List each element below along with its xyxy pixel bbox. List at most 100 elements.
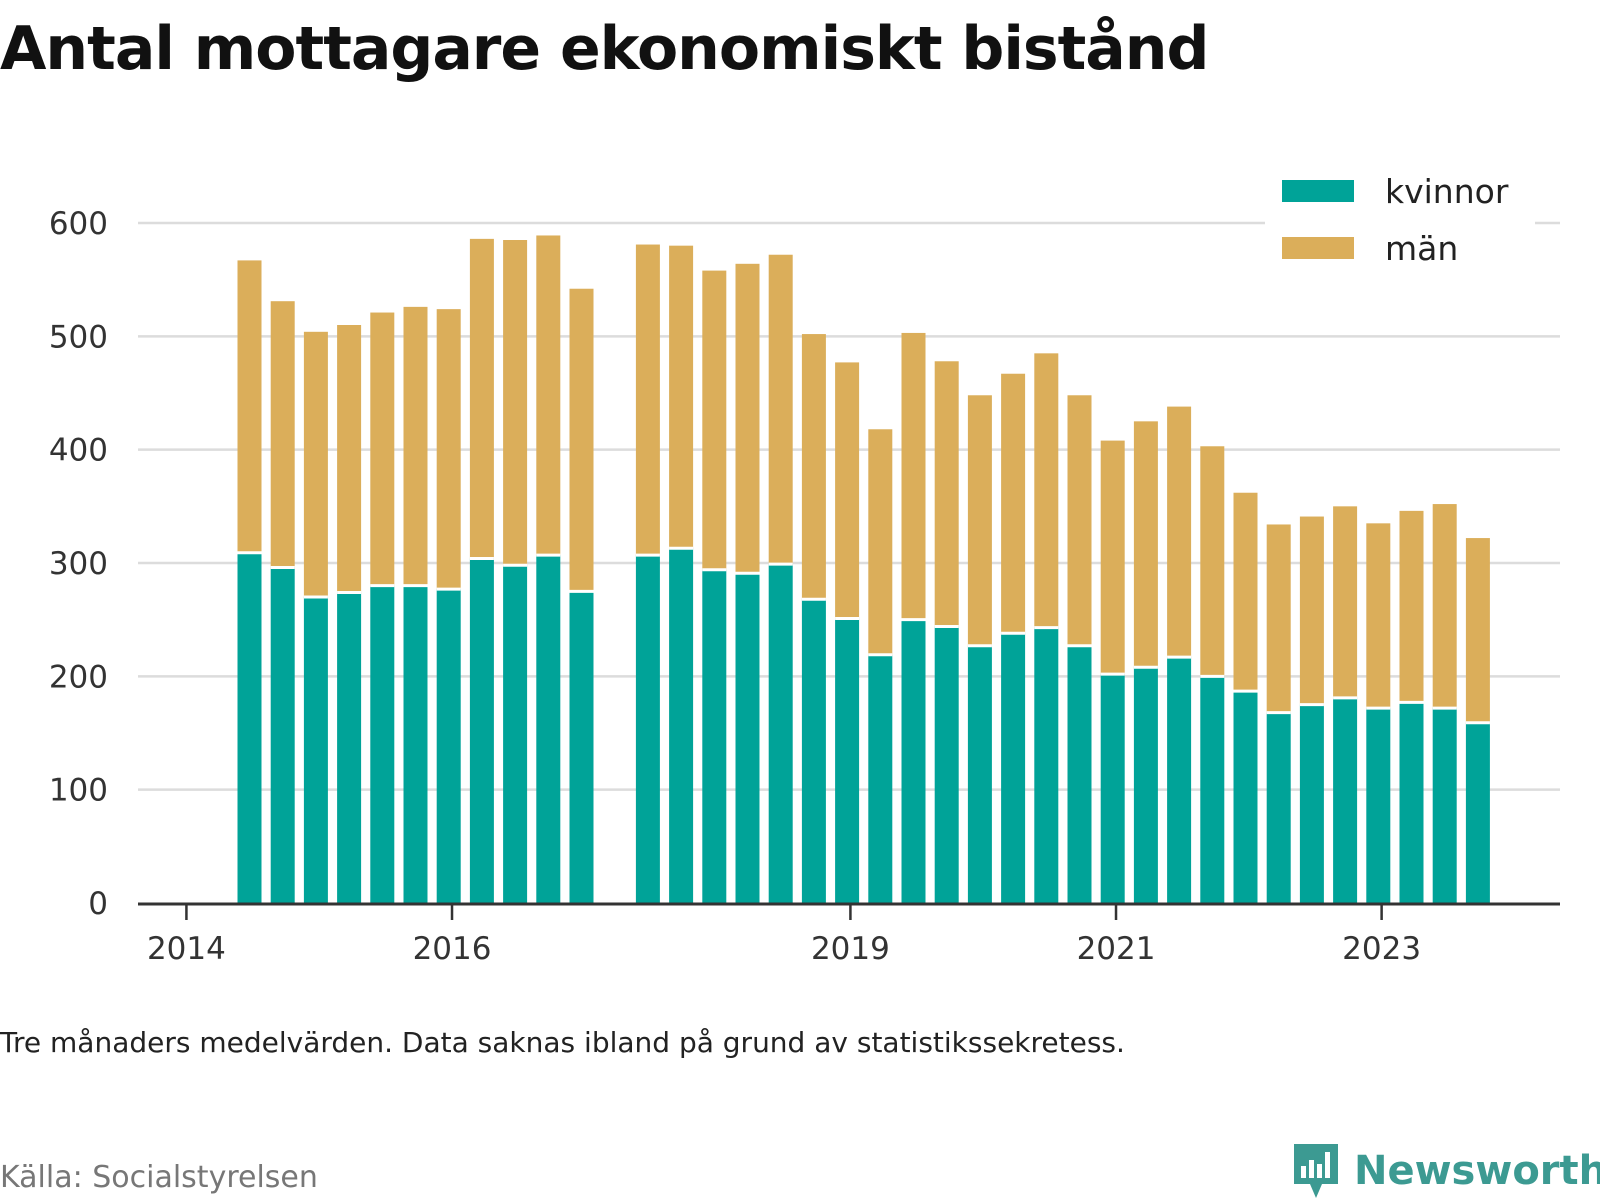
bar-kvinnor — [1432, 708, 1457, 903]
bar-kvinnor — [967, 645, 992, 903]
bar-man — [1465, 538, 1490, 723]
bar-kvinnor — [569, 591, 594, 903]
brand-logo: Newsworthy — [1290, 1140, 1600, 1202]
y-tick-label: 300 — [49, 546, 108, 582]
bar-kvinnor — [536, 555, 561, 903]
chart-title: Antal mottagare ekonomiskt bistånd — [0, 14, 1209, 84]
bar-man — [569, 288, 594, 592]
bar-kvinnor — [702, 569, 727, 903]
bar-man — [237, 260, 262, 553]
bar-man — [1266, 524, 1291, 713]
bar-man — [669, 245, 694, 549]
bar-kvinnor — [1233, 691, 1258, 903]
bar-man — [1299, 516, 1324, 705]
brand-name: Newsworthy — [1354, 1148, 1600, 1194]
bar-man — [1001, 373, 1026, 634]
bar-kvinnor — [503, 565, 528, 903]
bar-kvinnor — [1001, 633, 1026, 903]
source-credit: Källa: Socialstyrelsen — [0, 1160, 318, 1195]
bar-man — [702, 270, 727, 570]
bar-man — [403, 306, 428, 586]
bar-kvinnor — [1399, 702, 1424, 903]
bar-kvinnor — [436, 589, 461, 903]
bar-kvinnor — [403, 585, 428, 903]
x-tick-label: 2019 — [811, 931, 890, 967]
bar-kvinnor — [370, 585, 395, 903]
bar-man — [436, 309, 461, 590]
bar-kvinnor — [635, 555, 660, 903]
footnote: Tre månaders medelvärden. Data saknas ib… — [0, 1026, 1125, 1059]
chart-speech-bubble-icon — [1294, 1144, 1338, 1198]
bar-man — [270, 301, 295, 568]
bar-man — [1167, 406, 1192, 658]
bar-man — [1233, 492, 1258, 692]
bar-man — [1067, 395, 1092, 646]
bar-kvinnor — [835, 618, 860, 903]
bar-man — [1034, 353, 1059, 628]
bar-kvinnor — [469, 558, 494, 903]
bar-kvinnor — [1100, 674, 1125, 903]
bar-man — [1399, 510, 1424, 703]
bar-man — [1200, 446, 1225, 677]
bar-kvinnor — [768, 564, 793, 903]
bar-kvinnor — [1067, 645, 1092, 903]
bar-man — [1333, 506, 1358, 698]
legend: kvinnor män — [1265, 172, 1535, 280]
bar-kvinnor — [868, 654, 893, 903]
x-tick-label: 2023 — [1342, 931, 1421, 967]
y-axis-labels: 0 100 200 300 400 500 600 — [49, 206, 108, 922]
bar-kvinnor — [735, 573, 760, 903]
y-tick-label: 100 — [49, 773, 108, 809]
bar-man — [967, 395, 992, 646]
bar-kvinnor — [934, 626, 959, 903]
bar-man — [503, 240, 528, 566]
bar-man — [901, 332, 926, 620]
bar-man — [469, 238, 494, 559]
bar-man — [1366, 523, 1391, 709]
bar-kvinnor — [1266, 712, 1291, 903]
stacked-bar-chart: 0 100 200 300 400 500 600 2014 2016 2019 2021 2023… — [49, 172, 1560, 967]
bar-kvinnor — [1366, 708, 1391, 903]
bar-kvinnor — [669, 548, 694, 903]
y-tick-label: 200 — [49, 659, 108, 695]
bar-man — [1100, 440, 1125, 675]
bar-man — [303, 331, 328, 597]
bar-man — [536, 235, 561, 556]
x-tick-label: 2014 — [147, 931, 226, 967]
legend-swatch — [1282, 180, 1354, 202]
bar-man — [370, 312, 395, 586]
bar-man — [635, 244, 660, 556]
bar-kvinnor — [270, 567, 295, 903]
bar-kvinnor — [1333, 697, 1358, 903]
x-axis: 2014 2016 2019 2021 2023 — [138, 902, 1560, 967]
bar-man — [337, 325, 362, 593]
bar-man — [768, 254, 793, 565]
bar-kvinnor — [1299, 704, 1324, 903]
bar-man — [868, 429, 893, 655]
legend-label: kvinnor — [1385, 172, 1509, 211]
y-tick-label: 0 — [88, 886, 108, 922]
bar-kvinnor — [801, 599, 826, 903]
bar-kvinnor — [901, 619, 926, 903]
legend-label: män — [1385, 229, 1458, 268]
bar-man — [1432, 504, 1457, 709]
bar-kvinnor — [1200, 676, 1225, 903]
bar-man — [735, 263, 760, 574]
y-tick-label: 600 — [49, 206, 108, 242]
y-tick-label: 500 — [49, 319, 108, 355]
legend-swatch — [1282, 237, 1354, 259]
bar-kvinnor — [1034, 627, 1059, 903]
bar-man — [835, 362, 860, 619]
bar-kvinnor — [1133, 667, 1158, 903]
bars — [237, 235, 1490, 903]
bar-kvinnor — [337, 592, 362, 903]
y-tick-label: 400 — [49, 433, 108, 469]
bar-kvinnor — [1167, 657, 1192, 903]
x-tick-label: 2016 — [413, 931, 492, 967]
bar-man — [1133, 421, 1158, 668]
bar-man — [934, 361, 959, 627]
bar-kvinnor — [237, 552, 262, 903]
bar-man — [801, 334, 826, 600]
x-tick-label: 2021 — [1077, 931, 1156, 967]
bar-kvinnor — [1465, 722, 1490, 903]
